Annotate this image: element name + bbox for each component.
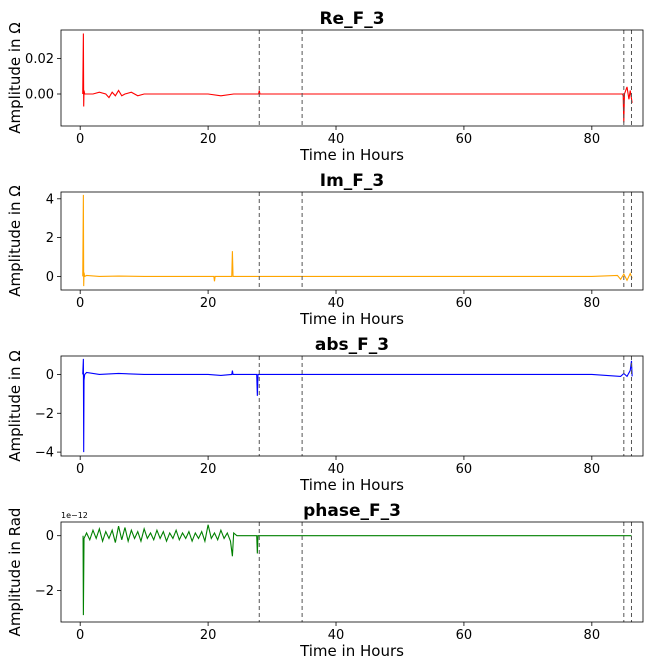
x-tick-label: 80 xyxy=(584,132,601,147)
x-tick-label: 0 xyxy=(76,132,84,147)
series-line-abs_F_3 xyxy=(82,358,633,453)
x-tick-label: 20 xyxy=(200,296,217,311)
y-tick-label: 0.02 xyxy=(25,52,54,67)
x-axis-label: Time in Hours xyxy=(299,642,404,660)
subplot-title: phase_F_3 xyxy=(303,501,401,521)
series-line-Re_F_3 xyxy=(82,33,633,123)
subplot-4: phase_F_3 0 20 40 60 80 0 −2 1e−12 Time in Hours A… xyxy=(6,501,644,660)
x-tick-label: 40 xyxy=(328,296,345,311)
y-tick-label: 0 xyxy=(46,529,54,544)
y-tick-label: 0 xyxy=(46,270,54,285)
axes-frame xyxy=(60,355,644,457)
y-tick-label: 0 xyxy=(46,368,54,383)
x-tick-label: 80 xyxy=(584,628,601,643)
x-axis-label: Time in Hours xyxy=(299,476,404,494)
x-tick-label: 20 xyxy=(200,132,217,147)
x-axis-label: Time in Hours xyxy=(299,310,404,328)
y-offset-label: 1e−12 xyxy=(61,511,88,520)
y-tick-label: 4 xyxy=(46,192,54,207)
series-line-phase_F_3 xyxy=(82,524,632,616)
y-axis-label: Amplitude in Ω xyxy=(6,22,24,134)
y-tick-label: 0.00 xyxy=(25,88,54,103)
x-tick-label: 20 xyxy=(200,462,217,477)
x-tick-label: 80 xyxy=(584,462,601,477)
x-tick-label: 40 xyxy=(328,628,345,643)
series-line-Im_F_3 xyxy=(82,194,633,287)
subplot-3: abs_F_3 0 20 40 60 80 0 −2 −4 Time in Hours Amplit… xyxy=(6,335,644,494)
x-tick-label: 60 xyxy=(456,628,473,643)
y-axis-label: Amplitude in Ω xyxy=(6,185,24,297)
x-axis-label: Time in Hours xyxy=(299,146,404,164)
y-axis-label: Amplitude in Rad xyxy=(6,508,24,637)
axes-frame xyxy=(60,29,644,127)
subplot-title: Re_F_3 xyxy=(319,9,384,29)
y-axis-label: Amplitude in Ω xyxy=(6,350,24,462)
subplot-title: abs_F_3 xyxy=(315,335,389,355)
axes-frame xyxy=(60,191,644,291)
x-tick-label: 40 xyxy=(328,462,345,477)
subplot-1: Re_F_3 0 20 40 60 80 0.00 0.02 Time in Hours Ampl… xyxy=(6,9,644,164)
subplot-title: Im_F_3 xyxy=(320,171,384,191)
y-tick-label: 2 xyxy=(46,231,54,246)
x-tick-label: 60 xyxy=(456,132,473,147)
y-tick-label: −2 xyxy=(35,584,54,599)
x-tick-label: 0 xyxy=(76,462,84,477)
axes-frame xyxy=(60,521,644,623)
y-tick-label: −4 xyxy=(35,446,54,461)
x-tick-label: 60 xyxy=(456,296,473,311)
x-tick-label: 20 xyxy=(200,628,217,643)
x-tick-label: 0 xyxy=(76,628,84,643)
x-tick-label: 0 xyxy=(76,296,84,311)
subplot-2: Im_F_3 0 20 40 60 80 0 2 4 Time in Hours Amplitude… xyxy=(6,171,644,328)
x-tick-label: 80 xyxy=(584,296,601,311)
x-tick-label: 60 xyxy=(456,462,473,477)
y-tick-label: −2 xyxy=(35,407,54,422)
x-tick-label: 40 xyxy=(328,132,345,147)
